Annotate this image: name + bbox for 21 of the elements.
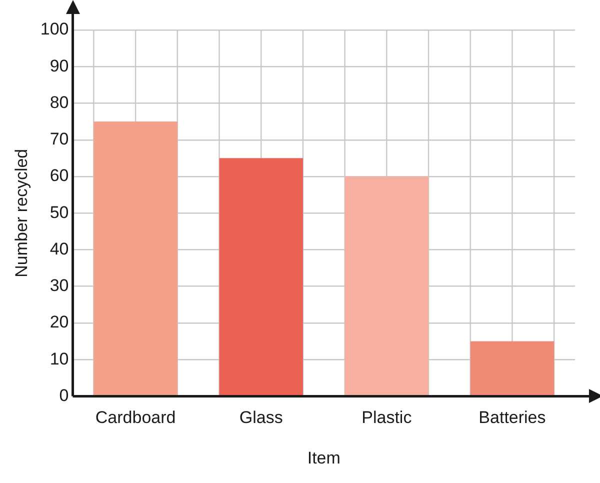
y-tick-label: 10 (50, 349, 69, 368)
y-tick-label: 40 (50, 239, 69, 258)
y-tick-label: 80 (50, 92, 69, 112)
y-tick-label: 50 (50, 202, 69, 222)
x-axis-title: Item (307, 448, 340, 468)
y-tick-label: 0 (59, 386, 69, 405)
x-tick-label: Cardboard (95, 408, 176, 428)
y-tick-label: 20 (50, 312, 69, 332)
y-tick-label: 30 (50, 276, 69, 296)
x-tick-label: Glass (239, 408, 283, 428)
bar (470, 341, 554, 396)
y-tick-label: 90 (50, 56, 69, 76)
y-tick-label: 60 (50, 166, 69, 186)
y-axis-title: Number recycled (12, 148, 31, 278)
x-tick-label: Plastic (362, 408, 412, 428)
y-tick-label: 70 (50, 130, 69, 149)
x-tick-label: Batteries (478, 408, 546, 428)
bar (94, 122, 178, 396)
bar (344, 176, 429, 396)
y-tick-label: 100 (40, 20, 69, 39)
bar (219, 158, 303, 396)
